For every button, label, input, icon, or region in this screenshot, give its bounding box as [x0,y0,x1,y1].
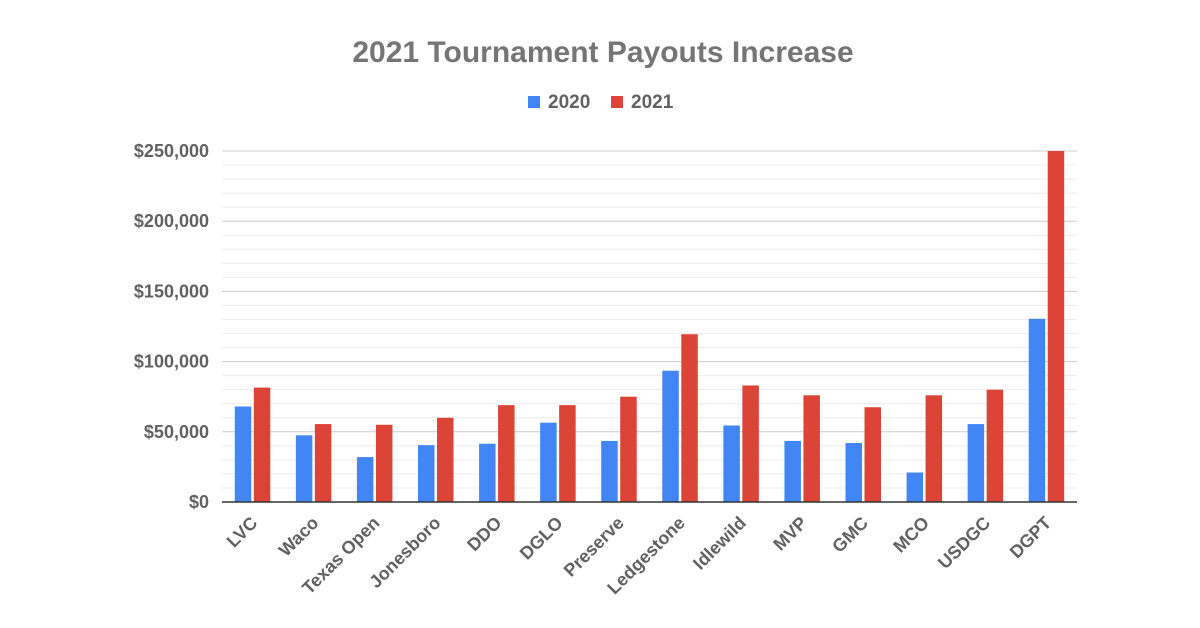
bar-group [723,385,759,502]
bar-group [845,407,881,502]
bar-2020 [418,445,435,502]
bar-2020 [601,440,618,502]
x-category-label: MVP [769,513,811,555]
legend-swatch-2021 [611,96,623,108]
bar-2021 [498,405,515,502]
bar-2020 [662,370,679,502]
y-tick-label: $100,000 [134,352,209,372]
chart-title: 2021 Tournament Payouts Increase [352,36,853,69]
x-category-label: DGPT [1006,513,1056,563]
bar-2021 [559,405,576,502]
y-tick-label: $250,000 [134,141,209,161]
bar-2021 [1047,151,1065,502]
bar-group [906,395,943,502]
bar-group [967,389,1004,502]
bar-2021 [864,407,881,502]
y-tick-label: $150,000 [134,281,209,301]
x-category-label: LVC [223,513,262,552]
bar-2020 [295,435,313,502]
bar-2020 [479,443,496,502]
y-tick-label: $200,000 [134,211,209,231]
bar-group [356,424,393,502]
x-category-label: USDGC [934,513,994,573]
bar-2021 [620,396,637,502]
bar-2020 [967,424,985,502]
bar-2021 [681,334,698,502]
bar-group [784,395,820,502]
bar-2021 [742,385,759,502]
x-category-label: MCO [889,513,933,557]
bar-2021 [253,387,271,502]
bar-group [662,334,698,502]
bar-2021 [437,417,454,502]
bar-2021 [925,395,943,502]
bar-2020 [356,457,374,502]
y-axis-ticks: $0 $50,000 $100,000 $150,000 $200,000 $250,00… [134,141,209,512]
bar-2021 [375,424,393,502]
legend-swatch-2020 [528,96,540,108]
bar-2020 [540,422,557,502]
bars [234,151,1065,502]
bar-2020 [1028,318,1046,502]
bar-2021 [803,395,820,502]
bar-2020 [234,406,252,502]
y-tick-label: $0 [189,492,209,512]
major-gridlines [222,150,1077,433]
x-category-label: Idlewild [689,513,750,574]
x-category-label: Waco [275,513,323,561]
bar-2020 [906,472,924,502]
bar-group [234,387,271,502]
bar-group [418,417,454,502]
bar-group [295,424,332,502]
bar-2020 [845,443,862,502]
bar-group [479,405,515,502]
x-category-label: DDO [463,513,505,555]
bar-group [540,405,576,502]
bar-2020 [723,425,740,502]
bar-group [601,396,637,502]
legend-label-2020: 2020 [548,92,590,113]
x-category-label: DGLO [516,513,567,564]
y-tick-label: $50,000 [144,422,209,442]
bar-2021 [986,389,1004,502]
bar-2020 [784,440,801,502]
legend: 2020 2021 [528,92,674,113]
minor-gridlines [222,164,1077,489]
legend-label-2021: 2021 [631,92,674,113]
bar-group [1028,151,1065,502]
bar-2021 [314,424,332,502]
x-category-label: GMC [828,513,872,557]
